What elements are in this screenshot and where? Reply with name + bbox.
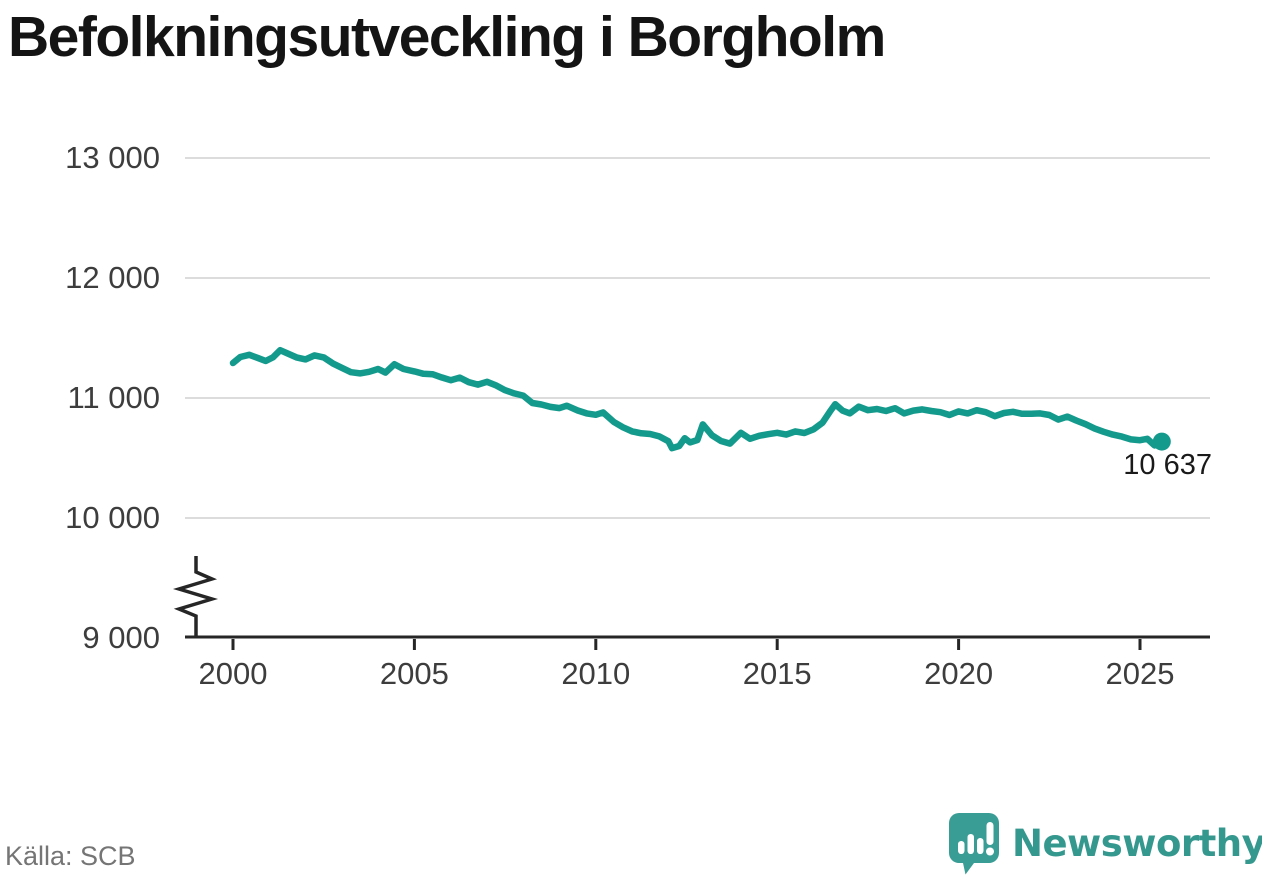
x-tick-label: 2000 — [198, 656, 268, 691]
x-tick-label: 2010 — [561, 656, 631, 691]
population-line — [229, 346, 1166, 452]
newsworthy-logo: Newsworthy — [946, 810, 1262, 876]
x-tick-label: 2015 — [742, 656, 812, 691]
y-tick-label: 9 000 — [82, 620, 160, 655]
x-tick-label: 2025 — [1105, 656, 1175, 691]
exclamation-bar — [986, 822, 994, 845]
newsworthy-wordmark: Newsworthy — [1012, 821, 1262, 865]
y-axis-break-icon — [172, 556, 219, 637]
bar-tall — [967, 834, 974, 854]
bar-short — [958, 841, 965, 854]
y-tick-label: 11 000 — [67, 380, 160, 415]
x-tick-label: 2020 — [924, 656, 994, 691]
source-label: Källa: SCB — [5, 841, 136, 871]
exclamation-dot — [986, 847, 994, 856]
end-point-marker — [1152, 432, 1171, 451]
y-tick-label: 12 000 — [65, 260, 160, 295]
x-tick-label: 2005 — [379, 656, 449, 691]
end-value-label: 10 637 — [1123, 449, 1212, 481]
y-tick-label: 10 000 — [65, 500, 160, 535]
chart-title: Befolkningsutveckling i Borgholm — [8, 5, 886, 69]
newsworthy-logo-icon — [949, 813, 999, 875]
y-tick-label: 13 000 — [65, 140, 160, 175]
bar-medium — [977, 838, 984, 854]
